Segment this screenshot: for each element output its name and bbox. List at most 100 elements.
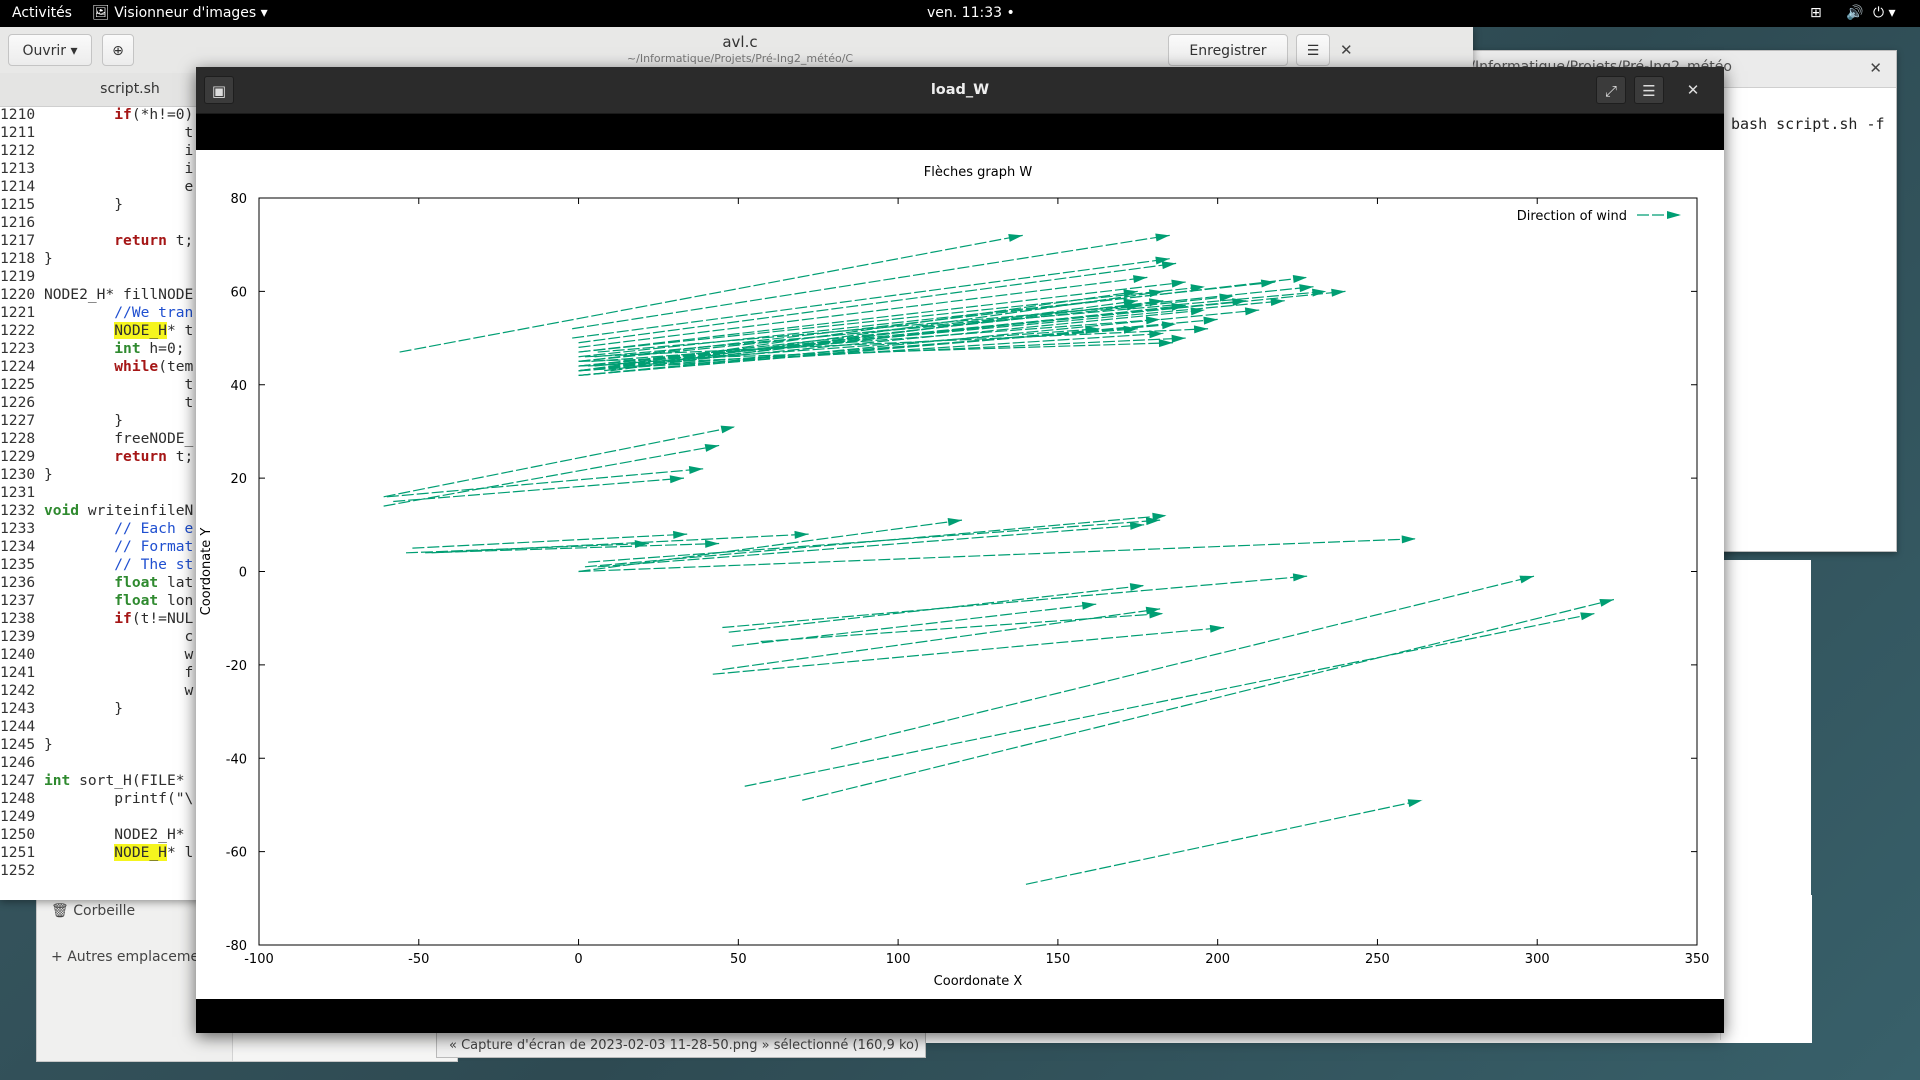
- wind-arrow-head: [1149, 330, 1164, 339]
- code-text: i: [43, 142, 194, 159]
- code-text: NODE_H* t: [114, 322, 194, 339]
- app-icon: ▣: [211, 82, 227, 100]
- close-icon[interactable]: ✕: [1340, 41, 1353, 59]
- code-text: int sort_H(FILE*: [43, 772, 194, 789]
- code-line: 1210 if(*h!=0): [0, 106, 200, 124]
- code-text: return t;: [114, 232, 194, 249]
- network-icon[interactable]: ⊞: [1810, 5, 1822, 21]
- clock[interactable]: ven. 11:33 •: [927, 5, 1015, 21]
- code-text: }: [43, 412, 124, 429]
- line-number: 1240: [0, 646, 36, 663]
- hamburger-menu-button[interactable]: ☰: [1634, 76, 1664, 104]
- wind-arrow: [728, 584, 1145, 633]
- y-tick-label: -80: [226, 939, 247, 954]
- viewer-menu-button[interactable]: ▣: [204, 76, 234, 104]
- code-line: 1250 NODE2_H*: [0, 826, 200, 844]
- wind-arrow: [722, 608, 1161, 671]
- hamburger-icon: ☰: [1306, 43, 1320, 59]
- line-number: 1212: [0, 142, 36, 159]
- line-number: 1226: [0, 394, 36, 411]
- code-text: while(tem: [114, 358, 194, 375]
- fullscreen-button[interactable]: ⤢: [1596, 76, 1626, 104]
- x-tick-label: 50: [730, 952, 747, 967]
- wind-arrow-head: [1519, 575, 1535, 584]
- sidebar-item-trash[interactable]: 🗑 Corbeille: [51, 903, 136, 919]
- line-number: 1227: [0, 412, 36, 429]
- trash-icon: 🗑: [51, 903, 74, 919]
- close-button[interactable]: ✕: [1678, 76, 1708, 104]
- x-tick-label: 300: [1525, 952, 1550, 967]
- code-view[interactable]: 1210 if(*h!=0) 1211 t 1212 i 1213 i 1214 e 12…: [0, 106, 200, 896]
- wind-arrow-head: [1171, 279, 1186, 288]
- wind-arrow-head: [1149, 610, 1164, 619]
- wind-arrow-head: [1123, 289, 1138, 298]
- line-number: 1225: [0, 376, 36, 393]
- code-line: 1227 }: [0, 412, 200, 430]
- x-tick-label: 200: [1205, 952, 1230, 967]
- line-number: 1235: [0, 556, 36, 573]
- wind-arrow-head: [1193, 325, 1209, 334]
- wind-arrow-head: [705, 539, 720, 548]
- sidebar-item-other-locations[interactable]: + Autres emplacements: [51, 949, 221, 965]
- code-line: 1238 if(t!=NUL: [0, 610, 200, 628]
- plot-image: Flèches graph W Coordonate X Coordonate …: [196, 150, 1724, 999]
- code-line: 1242 w: [0, 682, 200, 700]
- menu-button[interactable]: ☰: [1296, 34, 1330, 66]
- wind-arrow: [386, 468, 704, 498]
- wind-arrow-head: [1190, 307, 1205, 316]
- terminal-command: bash script.sh -f: [1731, 115, 1885, 133]
- wind-arrow-head: [1312, 288, 1327, 297]
- arrow-series: [383, 233, 1615, 885]
- new-document-button[interactable]: ⊕: [102, 34, 134, 66]
- open-button[interactable]: Ouvrir ▾: [8, 34, 92, 66]
- wind-arrow: [578, 281, 1186, 353]
- code-text: // Each e: [114, 520, 194, 537]
- close-icon[interactable]: ✕: [1869, 59, 1882, 77]
- code-line: 1228 freeNODE_: [0, 430, 200, 448]
- code-text: c: [43, 628, 194, 645]
- app-menu[interactable]: 🖼 Visionneur d'images ▾: [92, 5, 268, 21]
- wind-arrow: [572, 234, 1170, 330]
- wind-arrow: [578, 519, 963, 573]
- line-number: 1219: [0, 268, 36, 285]
- x-tick-label: -100: [244, 952, 274, 967]
- y-tick-label: 20: [230, 472, 247, 487]
- wind-arrow-head: [1145, 606, 1161, 615]
- wind-arrow: [830, 575, 1535, 750]
- wind-arrow: [578, 290, 1138, 372]
- save-button[interactable]: Enregistrer: [1168, 34, 1288, 66]
- code-line: 1235 // The st: [0, 556, 200, 574]
- power-icon[interactable]: ⏻ ▾: [1873, 5, 1896, 21]
- wind-arrow-head: [1126, 302, 1141, 311]
- code-line: 1247 int sort_H(FILE*: [0, 772, 200, 790]
- wind-arrow: [744, 612, 1595, 787]
- line-number: 1248: [0, 790, 36, 807]
- wind-arrow-head: [1081, 601, 1097, 610]
- line-number: 1218: [0, 250, 36, 267]
- legend-arrow-head: [1667, 211, 1681, 219]
- code-line: 1231: [0, 484, 200, 502]
- code-text: f: [43, 664, 194, 681]
- wind-arrow-head: [1407, 799, 1423, 808]
- code-text: w: [43, 682, 194, 699]
- wind-arrow: [578, 286, 1314, 363]
- volume-icon[interactable]: 🔊: [1846, 5, 1864, 21]
- notification-dot-icon: •: [1002, 5, 1015, 21]
- code-line: 1217 return t;: [0, 232, 200, 250]
- code-text: }: [43, 466, 53, 483]
- x-axis-label: Coordonate X: [934, 974, 1023, 989]
- line-number: 1250: [0, 826, 36, 843]
- code-line: 1233 // Each e: [0, 520, 200, 538]
- wind-arrow-head: [1161, 261, 1177, 270]
- line-number: 1224: [0, 358, 36, 375]
- code-text: e: [43, 178, 194, 195]
- wind-arrow: [578, 276, 1148, 348]
- code-line: 1223 int h=0;: [0, 340, 200, 358]
- wind-arrow-head: [1148, 289, 1164, 298]
- wind-arrow: [572, 258, 1170, 339]
- code-text: }: [43, 250, 53, 267]
- tab-script-sh[interactable]: script.sh: [100, 81, 160, 97]
- line-number: 1223: [0, 340, 36, 357]
- activities-button[interactable]: Activités: [12, 5, 72, 21]
- x-tick-label: 0: [574, 952, 582, 967]
